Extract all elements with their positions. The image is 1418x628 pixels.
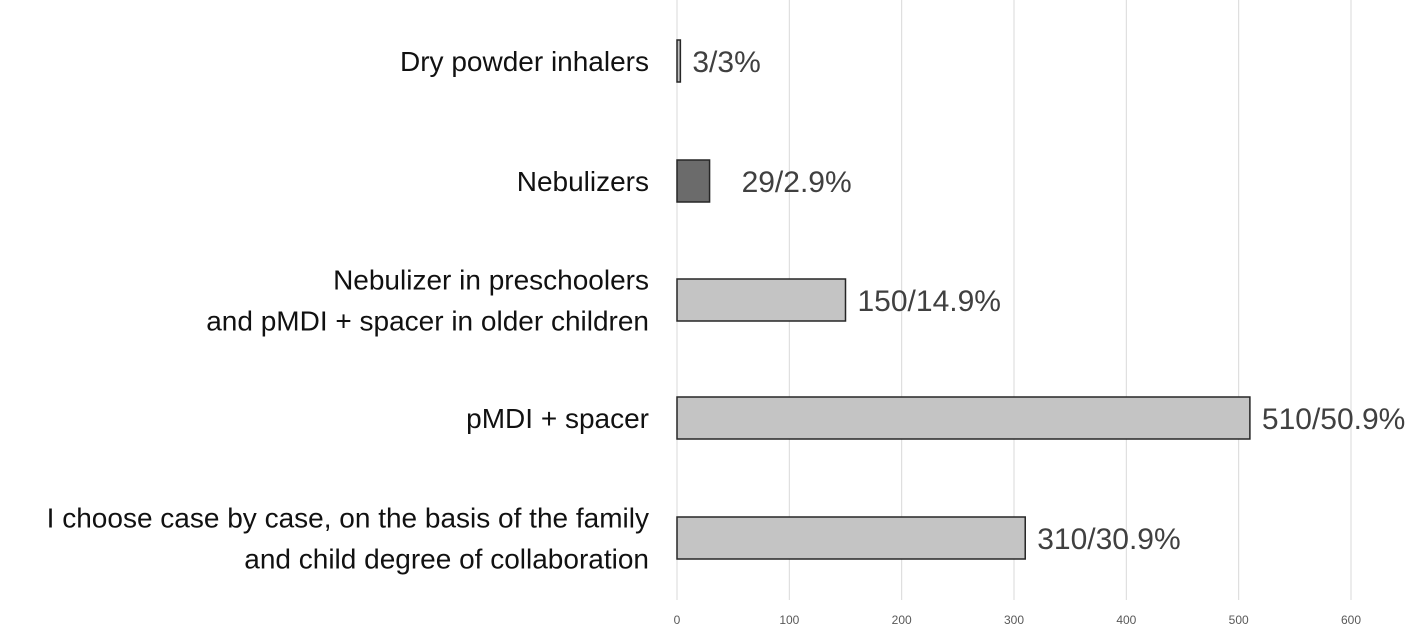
bar [676, 516, 1026, 560]
bars [676, 39, 1251, 560]
category-label: and child degree of collaboration [244, 544, 649, 575]
data-label: 3/3% [692, 46, 760, 79]
data-label: 150/14.9% [858, 285, 1001, 318]
category-label: Nebulizer in preschoolers [333, 265, 649, 296]
data-label: 29/2.9% [742, 166, 852, 199]
x-tick-label: 500 [1229, 613, 1249, 627]
category-label: and pMDI + spacer in older children [206, 306, 649, 337]
gridlines [676, 0, 1352, 600]
x-tick-label: 100 [779, 613, 799, 627]
x-tick-label: 400 [1116, 613, 1136, 627]
bar [676, 159, 711, 203]
x-tick-label: 200 [892, 613, 912, 627]
bar [676, 39, 682, 83]
data-label: 510/50.9% [1262, 403, 1405, 436]
category-label: pMDI + spacer [466, 403, 649, 434]
x-tick-label: 0 [674, 613, 681, 627]
x-tick-label: 300 [1004, 613, 1024, 627]
category-labels: Dry powder inhalers Nebulizers Nebulizer i… [47, 46, 649, 575]
x-axis-tick-labels: 0 100 200 300 400 500 600 [674, 613, 1362, 627]
x-tick-label: 600 [1341, 613, 1361, 627]
data-labels: 3/3% 29/2.9% 150/14.9% 510/50.9% 310/30.9% [692, 46, 1405, 556]
data-label: 310/30.9% [1037, 523, 1180, 556]
category-label: Nebulizers [517, 166, 649, 197]
category-label: Dry powder inhalers [400, 46, 649, 77]
category-label: I choose case by case, on the basis of t… [47, 503, 649, 534]
bar [676, 396, 1251, 440]
bar [676, 278, 847, 322]
